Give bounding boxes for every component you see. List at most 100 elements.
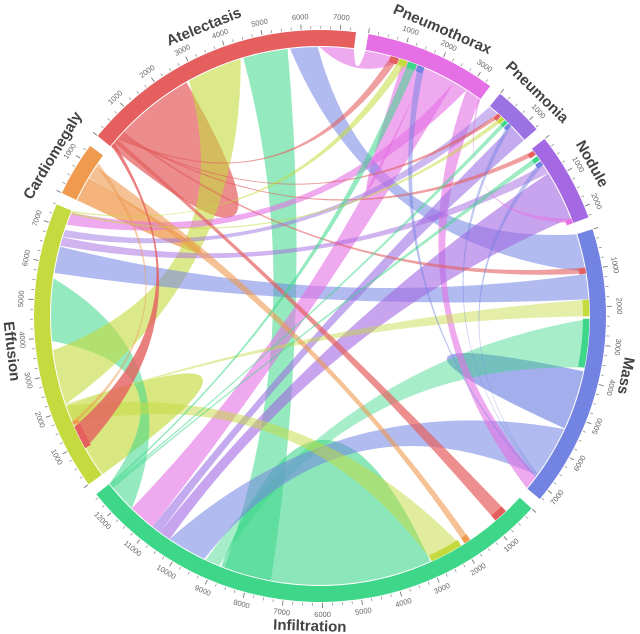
tick bbox=[593, 226, 599, 230]
tick bbox=[434, 49, 436, 53]
tick bbox=[69, 459, 72, 462]
tick bbox=[547, 490, 553, 494]
tick bbox=[242, 592, 245, 598]
tick bbox=[586, 421, 592, 425]
tick-label: 3000 bbox=[475, 57, 494, 74]
tick bbox=[562, 160, 566, 163]
tick bbox=[551, 144, 554, 147]
tick-label: 4000 bbox=[605, 378, 618, 396]
tick bbox=[531, 508, 537, 513]
tick bbox=[51, 424, 55, 427]
tick bbox=[43, 220, 49, 223]
tick bbox=[79, 476, 83, 479]
tick bbox=[507, 96, 511, 100]
tick-label: 3000 bbox=[613, 338, 624, 356]
ribbon-pneumonia-infiltration bbox=[152, 126, 524, 533]
marker-effusion-atelectasis bbox=[74, 423, 91, 449]
tick bbox=[185, 56, 189, 62]
tick bbox=[128, 97, 132, 101]
tick bbox=[45, 415, 51, 418]
tick bbox=[95, 497, 99, 501]
tick bbox=[445, 573, 448, 577]
tick-label: 7000 bbox=[273, 606, 291, 617]
tick bbox=[101, 505, 105, 508]
tick bbox=[120, 102, 125, 107]
axis-ticks bbox=[28, 24, 612, 608]
category-label-mass: Mass bbox=[614, 356, 638, 396]
tick bbox=[545, 134, 550, 139]
tick bbox=[100, 125, 104, 129]
tick bbox=[452, 58, 454, 62]
tick bbox=[588, 213, 592, 216]
tick bbox=[477, 71, 481, 77]
tick bbox=[600, 374, 604, 376]
tick bbox=[559, 474, 563, 477]
tick bbox=[253, 595, 255, 599]
tick bbox=[460, 63, 463, 67]
tick-label: 9000 bbox=[193, 583, 212, 598]
tick bbox=[37, 249, 41, 251]
ribbon-pneumothorax-infiltration bbox=[131, 68, 454, 527]
tick bbox=[522, 110, 525, 113]
tick bbox=[49, 211, 53, 214]
marker-nodule-pneumothorax bbox=[565, 218, 573, 226]
category-label-infiltration: Infiltration bbox=[273, 617, 347, 634]
marker-mass-infiltration bbox=[578, 318, 590, 368]
tick-label: 6000 bbox=[314, 610, 331, 619]
marker-nodule-infiltration bbox=[531, 156, 540, 164]
tick bbox=[463, 564, 466, 568]
tick bbox=[136, 91, 139, 94]
tick bbox=[187, 571, 190, 575]
tick bbox=[556, 152, 560, 155]
ribbon-mass-nodule bbox=[478, 161, 543, 476]
ribbon-infiltration-mass bbox=[205, 318, 589, 566]
tick-label: 6000 bbox=[20, 249, 32, 267]
tick bbox=[204, 49, 207, 53]
tick-label: 11000 bbox=[122, 539, 143, 559]
tick-label: 5000 bbox=[16, 290, 26, 307]
tick bbox=[59, 442, 63, 445]
tick bbox=[122, 526, 126, 530]
arc-nodule bbox=[531, 138, 589, 223]
tick bbox=[553, 482, 557, 485]
tick bbox=[574, 448, 578, 451]
marker-pneumonia-infiltration bbox=[500, 119, 508, 128]
tick bbox=[581, 195, 585, 198]
arc-atelectasis bbox=[97, 29, 357, 147]
tick bbox=[436, 577, 440, 583]
tick bbox=[130, 532, 133, 536]
tick bbox=[602, 265, 608, 268]
tick-label: 4000 bbox=[394, 596, 413, 609]
ribbon-pneumothorax-mass bbox=[438, 90, 537, 489]
marker-infiltration-atelectasis bbox=[491, 506, 506, 521]
tick bbox=[33, 258, 39, 261]
marker-pneumonia-atelectasis bbox=[493, 113, 501, 122]
tick-label: 2000 bbox=[615, 297, 625, 314]
ribbon-mass-atelectasis bbox=[290, 47, 586, 273]
tick bbox=[115, 519, 119, 523]
tick bbox=[145, 545, 148, 549]
tick bbox=[221, 40, 225, 46]
category-label-atelectasis: Atelectasis bbox=[164, 4, 244, 49]
tick bbox=[584, 203, 590, 207]
tick bbox=[578, 439, 582, 442]
tick bbox=[168, 68, 172, 71]
tick bbox=[368, 28, 370, 34]
tick bbox=[62, 182, 66, 184]
tick bbox=[602, 364, 606, 367]
tick-label: 8000 bbox=[232, 597, 250, 610]
ribbon-effusion-pneumonia bbox=[70, 117, 505, 229]
marker-pneumothorax-effusion bbox=[397, 58, 408, 68]
marker-mass-effusion bbox=[582, 299, 590, 317]
marker-pneumonia-effusion bbox=[497, 116, 505, 125]
marker-infiltration-cardiomegaly bbox=[461, 534, 471, 544]
ribbon-nodule-effusion bbox=[60, 165, 549, 259]
tick bbox=[425, 46, 427, 50]
marker-nodule-atelectasis bbox=[527, 150, 536, 159]
tick bbox=[605, 345, 611, 347]
ribbon-effusion-pneumothorax bbox=[71, 59, 408, 217]
tick bbox=[535, 124, 539, 128]
tick bbox=[169, 561, 173, 567]
tick-label: 7000 bbox=[30, 209, 44, 228]
arc-pneumonia bbox=[489, 93, 537, 140]
